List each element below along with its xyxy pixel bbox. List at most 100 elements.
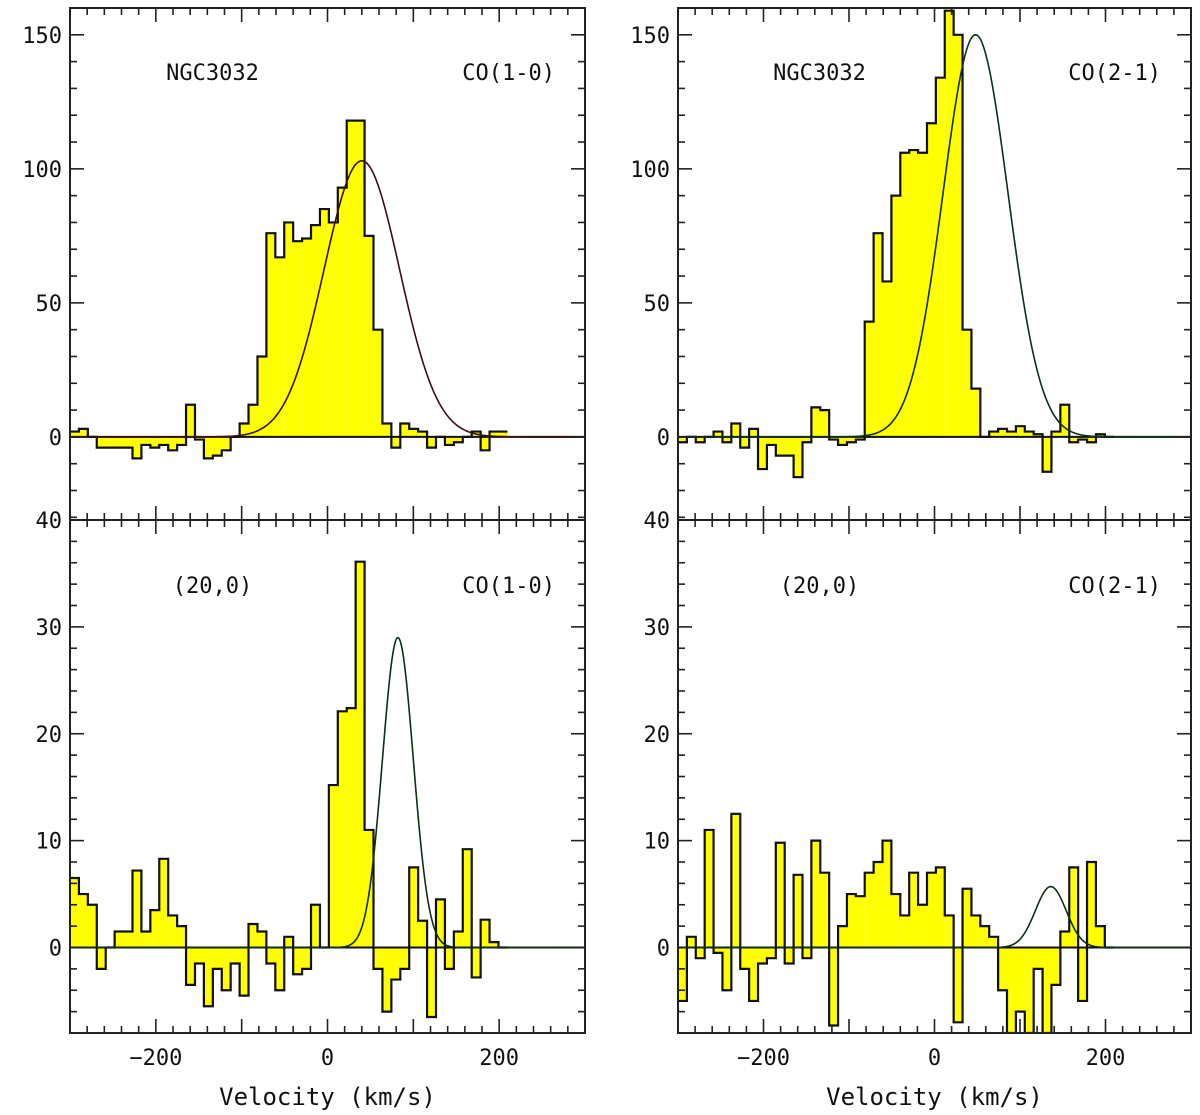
histogram-bar	[409, 428, 419, 437]
histogram-bar	[695, 947, 705, 959]
histogram-bar	[355, 120, 365, 437]
plot-area	[70, 119, 585, 460]
x-tick-label: −200	[737, 1046, 790, 1071]
histogram-bar	[802, 947, 812, 959]
histogram-bar	[1069, 867, 1079, 948]
panel-bottom-left: 0 10 20 30 40 −200 0 200 Velocity (km/s) (20,0) CO…	[36, 509, 586, 1111]
histogram-bar	[462, 849, 472, 948]
x-tick-label: 200	[1086, 1046, 1126, 1071]
histogram-bar	[453, 931, 463, 948]
histogram-bar	[150, 436, 160, 448]
histogram-bar	[489, 942, 499, 948]
y-tick-label: 20	[644, 723, 671, 748]
histogram-bar	[418, 431, 428, 437]
histogram-bar	[212, 436, 222, 456]
histogram-bar	[704, 829, 714, 948]
histogram-bar	[846, 436, 856, 443]
histogram-bar	[731, 423, 741, 437]
histogram-bar	[328, 222, 338, 437]
histogram-bar	[194, 947, 204, 964]
histogram-bar	[980, 926, 990, 948]
histogram-bar	[918, 152, 927, 437]
histogram-bar	[284, 936, 294, 948]
histogram-bar	[275, 947, 285, 991]
histogram-bar	[811, 407, 821, 437]
histogram-bar	[713, 947, 723, 953]
y-tick-label: 0	[49, 937, 62, 962]
histogram-bar	[873, 862, 883, 948]
histogram-bar	[873, 233, 883, 437]
histogram-bar	[141, 931, 151, 948]
histogram-bar	[400, 423, 410, 437]
x-tick-label: 200	[479, 1046, 519, 1071]
source-label: NGC3032	[166, 61, 259, 86]
histogram-bar	[758, 436, 767, 470]
histogram-bar	[989, 936, 999, 948]
histogram-bar	[328, 785, 338, 948]
histogram-bar	[953, 947, 963, 1023]
histogram-bar	[266, 233, 276, 437]
spectrum-step-line	[678, 812, 1114, 1033]
histogram-bar	[319, 209, 329, 437]
histogram-bar	[168, 915, 178, 948]
y-tick-label: 10	[36, 830, 63, 855]
histogram-bar	[444, 947, 454, 969]
histogram-bar	[239, 947, 249, 996]
y-tick-label: 40	[644, 509, 671, 534]
histogram-bar	[1051, 431, 1061, 437]
histogram-bar	[105, 436, 115, 448]
histogram-bar	[864, 321, 874, 437]
plot-area	[678, 812, 1191, 1033]
histogram-bar	[1033, 434, 1043, 437]
histogram-bar	[829, 947, 839, 1026]
histogram-bar	[1078, 436, 1088, 440]
source-label: NGC3032	[773, 61, 866, 86]
histogram-bar	[471, 947, 481, 978]
x-tick-label: 0	[928, 1046, 941, 1071]
histogram-bar	[159, 436, 169, 445]
histogram-bar	[918, 904, 927, 948]
source-label: (20,0)	[780, 574, 859, 599]
histogram-bar	[686, 936, 696, 948]
y-tick-label: 50	[644, 292, 671, 317]
histogram-bar	[96, 947, 106, 969]
histogram-bar	[435, 899, 445, 948]
histogram-bar	[257, 356, 267, 437]
histogram-bar	[811, 840, 821, 948]
histogram-bar	[186, 404, 195, 437]
panel-top-right: 0 50 100 150 NGC3032 CO(2-1)	[630, 7, 1192, 521]
spectrum-step-line	[70, 119, 508, 460]
histogram-bar	[346, 708, 356, 948]
y-tick-label: 100	[630, 158, 670, 183]
histogram-bar	[864, 872, 874, 948]
histogram-bar	[382, 947, 392, 1012]
histogram-bar	[123, 436, 133, 448]
histogram-bar	[1087, 862, 1096, 948]
histogram-bar	[168, 436, 178, 451]
histogram-bar	[749, 428, 759, 437]
histogram-bar	[337, 187, 347, 437]
histogram-bar	[962, 329, 972, 437]
histogram-bar	[203, 436, 213, 459]
histogram-bar	[123, 931, 133, 948]
histogram-bar	[1015, 947, 1025, 1012]
histogram-bar	[221, 436, 231, 451]
histogram-bar	[1033, 947, 1043, 969]
histogram-bar	[935, 867, 945, 948]
plot-area	[70, 560, 585, 1019]
histogram-bar	[882, 840, 892, 948]
histogram-bar	[820, 410, 830, 437]
histogram-bar	[221, 947, 231, 991]
panel-bottom-right: 0 10 20 30 40 −200 0 200 Velocity (km/s) (20,0) CO…	[644, 509, 1192, 1111]
x-tick-label: −200	[129, 1046, 182, 1071]
histogram-bar	[749, 947, 759, 1001]
histogram-bar	[1095, 926, 1105, 948]
histogram-bar	[678, 436, 687, 443]
histogram-bar	[194, 436, 204, 440]
histogram-bar	[909, 150, 919, 437]
histogram-bar	[141, 436, 151, 445]
histogram-bar	[1060, 404, 1070, 437]
histogram-bar	[713, 431, 723, 437]
histogram-bar	[766, 947, 776, 959]
